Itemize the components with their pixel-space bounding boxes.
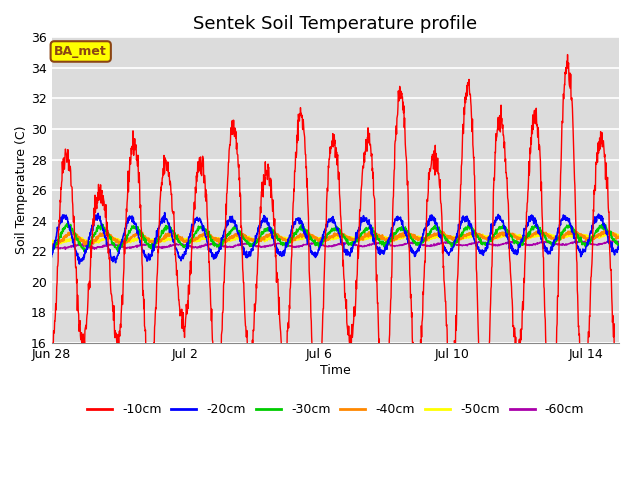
Y-axis label: Soil Temperature (C): Soil Temperature (C): [15, 126, 28, 254]
Text: BA_met: BA_met: [54, 45, 107, 58]
Title: Sentek Soil Temperature profile: Sentek Soil Temperature profile: [193, 15, 477, 33]
X-axis label: Time: Time: [320, 364, 351, 377]
Legend: -10cm, -20cm, -30cm, -40cm, -50cm, -60cm: -10cm, -20cm, -30cm, -40cm, -50cm, -60cm: [82, 398, 589, 421]
